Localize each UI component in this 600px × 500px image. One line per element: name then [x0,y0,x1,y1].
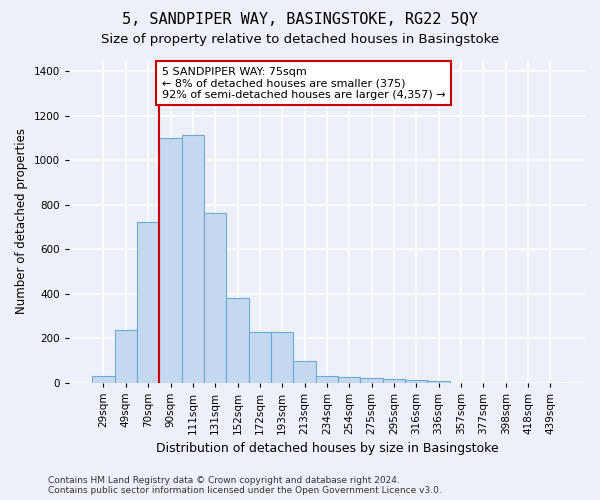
Bar [160,138,182,382]
Bar [115,330,137,382]
Text: Size of property relative to detached houses in Basingstoke: Size of property relative to detached ho… [101,32,499,46]
Bar [271,332,293,382]
Bar [383,379,405,382]
Bar [182,134,204,382]
Bar [361,378,383,382]
Bar [226,298,249,382]
Bar [338,377,361,382]
Text: Contains HM Land Registry data © Crown copyright and database right 2024.
Contai: Contains HM Land Registry data © Crown c… [48,476,442,495]
Bar [249,332,271,382]
Bar [293,362,316,382]
Bar [405,380,427,382]
Bar [92,376,115,382]
Y-axis label: Number of detached properties: Number of detached properties [15,128,28,314]
Bar [427,380,450,382]
Text: 5, SANDPIPER WAY, BASINGSTOKE, RG22 5QY: 5, SANDPIPER WAY, BASINGSTOKE, RG22 5QY [122,12,478,28]
Bar [137,222,160,382]
Text: 5 SANDPIPER WAY: 75sqm
← 8% of detached houses are smaller (375)
92% of semi-det: 5 SANDPIPER WAY: 75sqm ← 8% of detached … [161,66,445,100]
Bar [204,214,226,382]
X-axis label: Distribution of detached houses by size in Basingstoke: Distribution of detached houses by size … [155,442,498,455]
Bar [316,376,338,382]
